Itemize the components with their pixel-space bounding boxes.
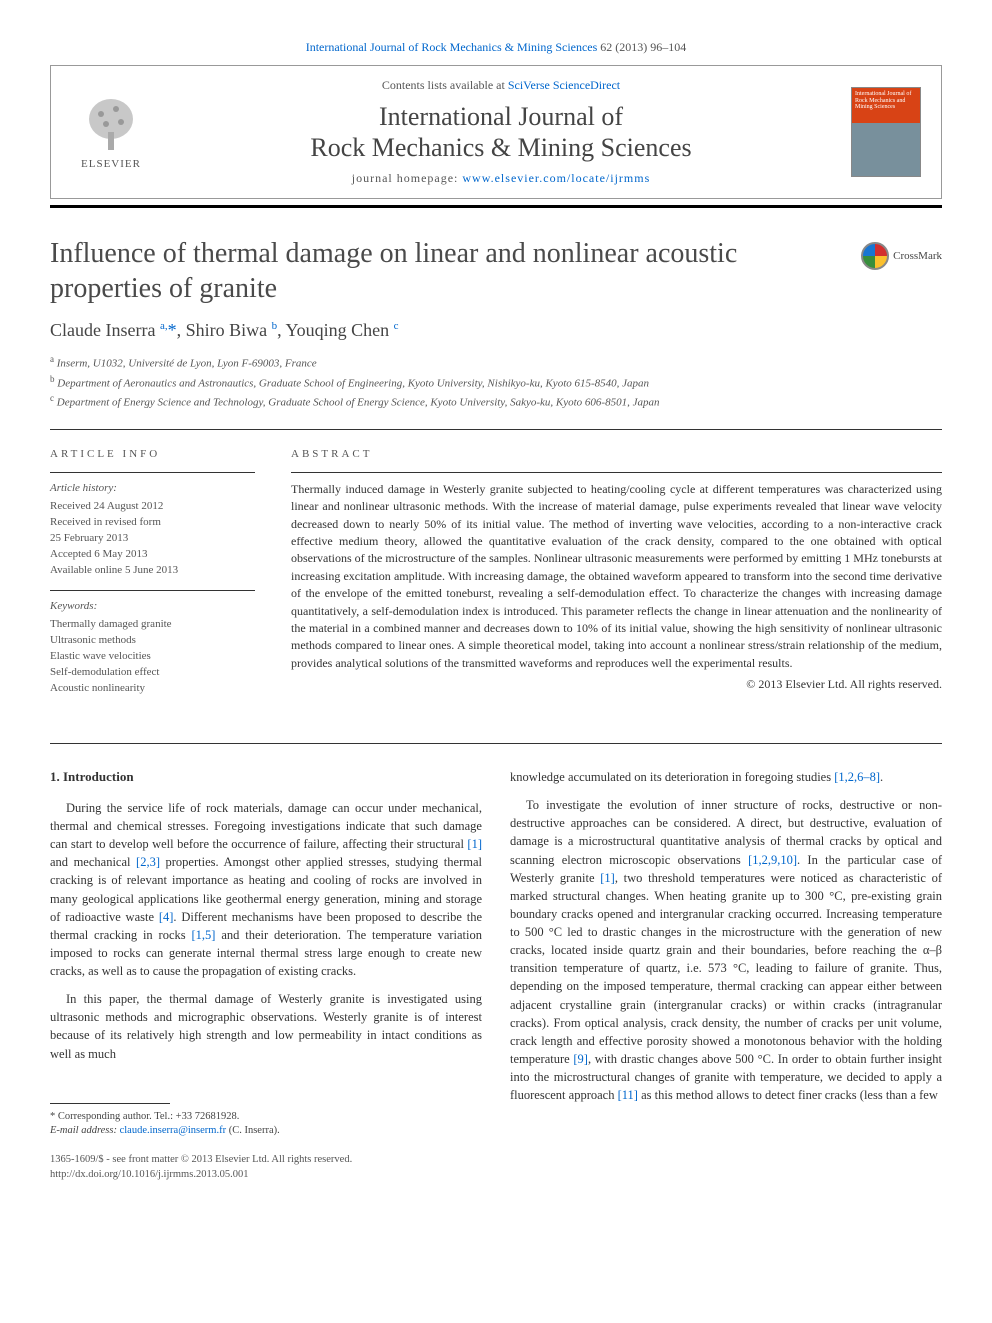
keyword-line: Acoustic nonlinearity: [50, 681, 255, 697]
journal-cover[interactable]: International Journal of Rock Mechanics …: [851, 87, 921, 177]
journal-header: ELSEVIER Contents lists available at Sci…: [50, 65, 942, 199]
scidirect-link[interactable]: SciVerse ScienceDirect: [508, 78, 620, 92]
reference-link[interactable]: [1,2,9,10]: [748, 853, 797, 867]
keywords-label: Keywords:: [50, 599, 255, 615]
authors-line: Claude Inserra a,*, Shiro Biwa b, Youqin…: [50, 320, 942, 341]
article-info-label: ARTICLE INFO: [50, 448, 255, 460]
crossmark-label: CrossMark: [893, 250, 942, 262]
article-title: Influence of thermal damage on linear an…: [50, 236, 841, 306]
reference-link[interactable]: [1]: [467, 837, 482, 851]
affiliation-line: a Inserm, U1032, Université de Lyon, Lyo…: [50, 353, 942, 372]
abstract-column: ABSTRACT Thermally induced damage in Wes…: [291, 448, 942, 709]
cover-text: International Journal of Rock Mechanics …: [852, 88, 920, 114]
email-label: E-mail address:: [50, 1125, 120, 1136]
corresponding-author: * Corresponding author. Tel.: +33 726819…: [50, 1110, 482, 1125]
journal-name: International Journal of Rock Mechanics …: [151, 101, 851, 163]
body-paragraph: knowledge accumulated on its deteriorati…: [510, 768, 942, 786]
history-line: Received in revised form: [50, 515, 255, 531]
reference-link[interactable]: [9]: [573, 1052, 588, 1066]
header-rule: [50, 205, 942, 208]
keyword-line: Self-demodulation effect: [50, 665, 255, 681]
top-citation-suffix: 62 (2013) 96–104: [597, 40, 686, 54]
crossmark-badge[interactable]: CrossMark: [861, 242, 942, 270]
info-abstract-row: ARTICLE INFO Article history: Received 2…: [50, 429, 942, 709]
elsevier-label: ELSEVIER: [81, 158, 141, 170]
doi-line: http://dx.doi.org/10.1016/j.ijrmms.2013.…: [50, 1168, 482, 1183]
homepage-link[interactable]: www.elsevier.com/locate/ijrmms: [462, 171, 650, 185]
contents-prefix: Contents lists available at: [382, 78, 508, 92]
homepage-line: journal homepage: www.elsevier.com/locat…: [151, 171, 851, 186]
bottom-info: 1365-1609/$ - see front matter © 2013 El…: [50, 1153, 482, 1182]
affiliation-line: b Department of Aeronautics and Astronau…: [50, 373, 942, 392]
history-line: Received 24 August 2012: [50, 499, 255, 515]
corresponding-email-link[interactable]: claude.inserra@inserm.fr: [120, 1125, 226, 1136]
reference-link[interactable]: [2,3]: [136, 855, 160, 869]
page-root: International Journal of Rock Mechanics …: [0, 0, 992, 1222]
abstract-body: Thermally induced damage in Westerly gra…: [291, 482, 942, 670]
body-col-left: 1. Introduction During the service life …: [50, 768, 482, 1182]
footnote-separator: [50, 1103, 170, 1104]
reference-link[interactable]: [1]: [600, 871, 615, 885]
abstract-text: Thermally induced damage in Westerly gra…: [291, 472, 942, 694]
email-suffix: (C. Inserra).: [226, 1125, 280, 1136]
reference-link[interactable]: [1,5]: [192, 928, 216, 942]
header-center: Contents lists available at SciVerse Sci…: [151, 78, 851, 186]
body-paragraph: To investigate the evolution of inner st…: [510, 796, 942, 1104]
top-citation: International Journal of Rock Mechanics …: [50, 40, 942, 55]
elsevier-logo[interactable]: ELSEVIER: [71, 87, 151, 177]
article-info: ARTICLE INFO Article history: Received 2…: [50, 448, 255, 709]
affiliation-line: c Department of Energy Science and Techn…: [50, 392, 942, 411]
abstract-copyright: © 2013 Elsevier Ltd. All rights reserved…: [291, 676, 942, 693]
reference-link[interactable]: [4]: [159, 910, 174, 924]
top-citation-link[interactable]: International Journal of Rock Mechanics …: [306, 40, 598, 54]
body-paragraph: During the service life of rock material…: [50, 799, 482, 980]
email-line: E-mail address: claude.inserra@inserm.fr…: [50, 1124, 482, 1139]
body-col-right: knowledge accumulated on its deteriorati…: [510, 768, 942, 1182]
history-block: Article history: Received 24 August 2012…: [50, 472, 255, 579]
issn-line: 1365-1609/$ - see front matter © 2013 El…: [50, 1153, 482, 1168]
footnotes: * Corresponding author. Tel.: +33 726819…: [50, 1110, 482, 1139]
history-line: Available online 5 June 2013: [50, 563, 255, 579]
homepage-prefix: journal homepage:: [352, 171, 463, 185]
abstract-label: ABSTRACT: [291, 448, 942, 460]
keywords-block: Keywords: Thermally damaged graniteUltra…: [50, 590, 255, 697]
elsevier-tree-icon: [81, 94, 141, 154]
body-paragraph: In this paper, the thermal damage of Wes…: [50, 990, 482, 1063]
body-top-rule: [50, 743, 942, 744]
keyword-line: Ultrasonic methods: [50, 633, 255, 649]
reference-link[interactable]: [11]: [618, 1088, 638, 1102]
keyword-line: Elastic wave velocities: [50, 649, 255, 665]
section-heading-1: 1. Introduction: [50, 768, 482, 787]
reference-link[interactable]: [1,2,6–8]: [834, 770, 880, 784]
contents-line: Contents lists available at SciVerse Sci…: [151, 78, 851, 93]
body-columns: 1. Introduction During the service life …: [50, 768, 942, 1182]
keyword-line: Thermally damaged granite: [50, 617, 255, 633]
history-label: Article history:: [50, 481, 255, 497]
history-line: Accepted 6 May 2013: [50, 547, 255, 563]
history-line: 25 February 2013: [50, 531, 255, 547]
title-row: Influence of thermal damage on linear an…: [50, 236, 942, 306]
affiliations: a Inserm, U1032, Université de Lyon, Lyo…: [50, 353, 942, 410]
crossmark-icon: [861, 242, 889, 270]
